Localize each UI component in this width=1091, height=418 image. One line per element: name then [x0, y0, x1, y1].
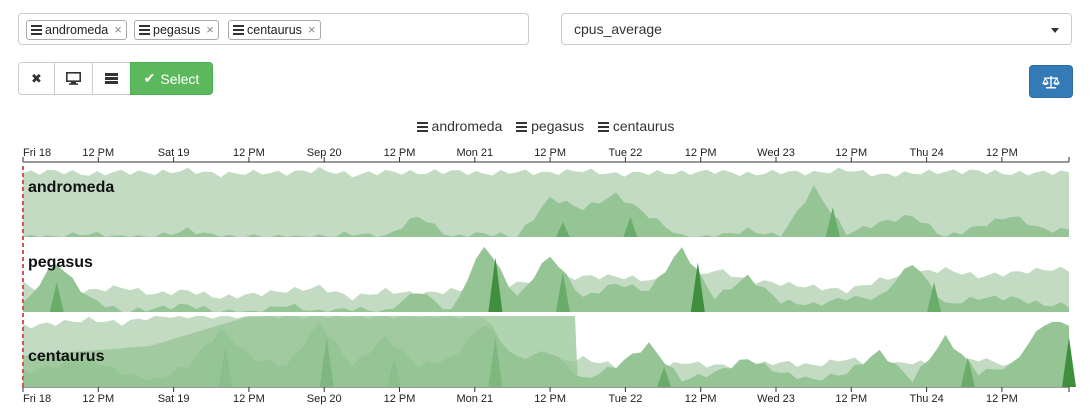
desktop-button[interactable]	[54, 62, 93, 95]
server-icon	[139, 25, 150, 35]
server-icon	[233, 25, 244, 35]
remove-host-icon[interactable]: ×	[206, 22, 214, 37]
axis-tick-label: 12 PM	[835, 147, 867, 159]
series-spike	[488, 257, 503, 312]
axis-tick-label: Wed 23	[757, 393, 795, 405]
server-icon	[516, 122, 528, 133]
axis-tick-label: Sep 20	[307, 393, 342, 405]
metric-select-value: cpus_average	[574, 21, 662, 37]
series-spike	[825, 207, 840, 237]
host-tag-label: andromeda	[45, 23, 109, 37]
axis-tick-label: 12 PM	[233, 393, 265, 405]
horizon-chart[interactable]: Fri 18 12 PM Sat 19 12 PM Sep 20 12 PM Mon 21 1…	[0, 140, 1091, 418]
balance-scale-icon	[1042, 75, 1060, 88]
axis-tick-label: 12 PM	[685, 147, 717, 159]
series-spike	[960, 357, 975, 387]
series-spike	[690, 262, 705, 312]
series-spike	[555, 272, 570, 312]
legend-item-pegasus: pegasus	[516, 118, 588, 134]
axis-tick-label: 12 PM	[986, 393, 1018, 405]
axis-tick-label: 12 PM	[233, 147, 265, 159]
axis-tick-label: Sat 19	[158, 393, 190, 405]
host-tag-andromeda: andromeda ×	[26, 20, 127, 40]
servers-button[interactable]	[92, 62, 131, 95]
host-tag-centaurus: centaurus ×	[228, 20, 321, 40]
legend-item-andromeda: andromeda	[416, 118, 507, 134]
legend-label: centaurus	[612, 118, 675, 134]
axis-tick-label: 12 PM	[384, 147, 416, 159]
server-icon	[416, 122, 428, 133]
series-spike	[1062, 337, 1076, 387]
select-button-label: Select	[160, 70, 200, 87]
close-icon: ✖	[31, 70, 42, 86]
axis-tick-label: 12 PM	[534, 147, 566, 159]
axis-tick-label: Tue 22	[608, 393, 642, 405]
series-spike	[657, 367, 672, 387]
host-tag-pegasus: pegasus ×	[134, 20, 219, 40]
desktop-icon	[66, 72, 81, 85]
series-spike	[49, 282, 64, 312]
host-tag-label: pegasus	[153, 23, 201, 37]
axis-tick-label: 12 PM	[986, 147, 1018, 159]
axis-tick-label: Wed 23	[757, 147, 795, 159]
remove-host-icon[interactable]: ×	[307, 22, 316, 37]
axis-tick-label: Fri 18	[23, 393, 51, 405]
balance-scale-button[interactable]	[1029, 65, 1073, 98]
legend-item-centaurus: centaurus	[597, 118, 675, 134]
series-spike	[927, 282, 942, 312]
metric-select[interactable]: cpus_average	[561, 13, 1072, 45]
select-button[interactable]: ✔ Select	[130, 62, 213, 95]
caret-down-icon	[1051, 28, 1059, 33]
server-icon	[31, 25, 42, 35]
axis-tick-label: Sat 19	[158, 147, 190, 159]
row-label-centaurus: centaurus	[28, 348, 105, 365]
selection-toolbar: ✖ ✔ Select	[18, 62, 213, 95]
legend-label: pegasus	[531, 118, 585, 134]
server-icon	[597, 122, 609, 133]
series-spike	[555, 222, 570, 237]
axis-tick-label: Sep 20	[307, 147, 342, 159]
host-tag-label: centaurus	[247, 23, 302, 37]
axis-tick-label: Thu 24	[909, 147, 943, 159]
series-peaks-andromeda	[23, 185, 1069, 237]
series-overload-area	[23, 316, 578, 387]
axis-tick-label: 12 PM	[82, 147, 114, 159]
row-label-andromeda: andromeda	[28, 179, 114, 196]
server-icon	[105, 73, 118, 84]
chart-legend: andromeda pegasus centaurus	[0, 118, 1091, 134]
series-spike	[623, 217, 638, 237]
axis-tick-label: 12 PM	[82, 393, 114, 405]
check-icon: ✔	[143, 70, 156, 86]
axis-tick-label: Fri 18	[23, 147, 51, 159]
clear-button[interactable]: ✖	[18, 62, 55, 95]
axis-tick-label: 12 PM	[835, 393, 867, 405]
axis-tick-label: 12 PM	[534, 393, 566, 405]
remove-host-icon[interactable]: ×	[114, 22, 122, 37]
axis-tick-label: Tue 22	[608, 147, 642, 159]
series-peaks-pegasus	[23, 246, 1069, 312]
axis-tick-label: 12 PM	[685, 393, 717, 405]
hosts-multiselect[interactable]: andromeda × pegasus × centaurus ×	[18, 13, 529, 45]
axis-tick-label: Mon 21	[456, 393, 493, 405]
axis-tick-label: Mon 21	[456, 147, 493, 159]
axis-tick-label: Thu 24	[909, 393, 943, 405]
legend-label: andromeda	[431, 118, 503, 134]
axis-tick-label: 12 PM	[384, 393, 416, 405]
row-label-pegasus: pegasus	[28, 254, 93, 271]
